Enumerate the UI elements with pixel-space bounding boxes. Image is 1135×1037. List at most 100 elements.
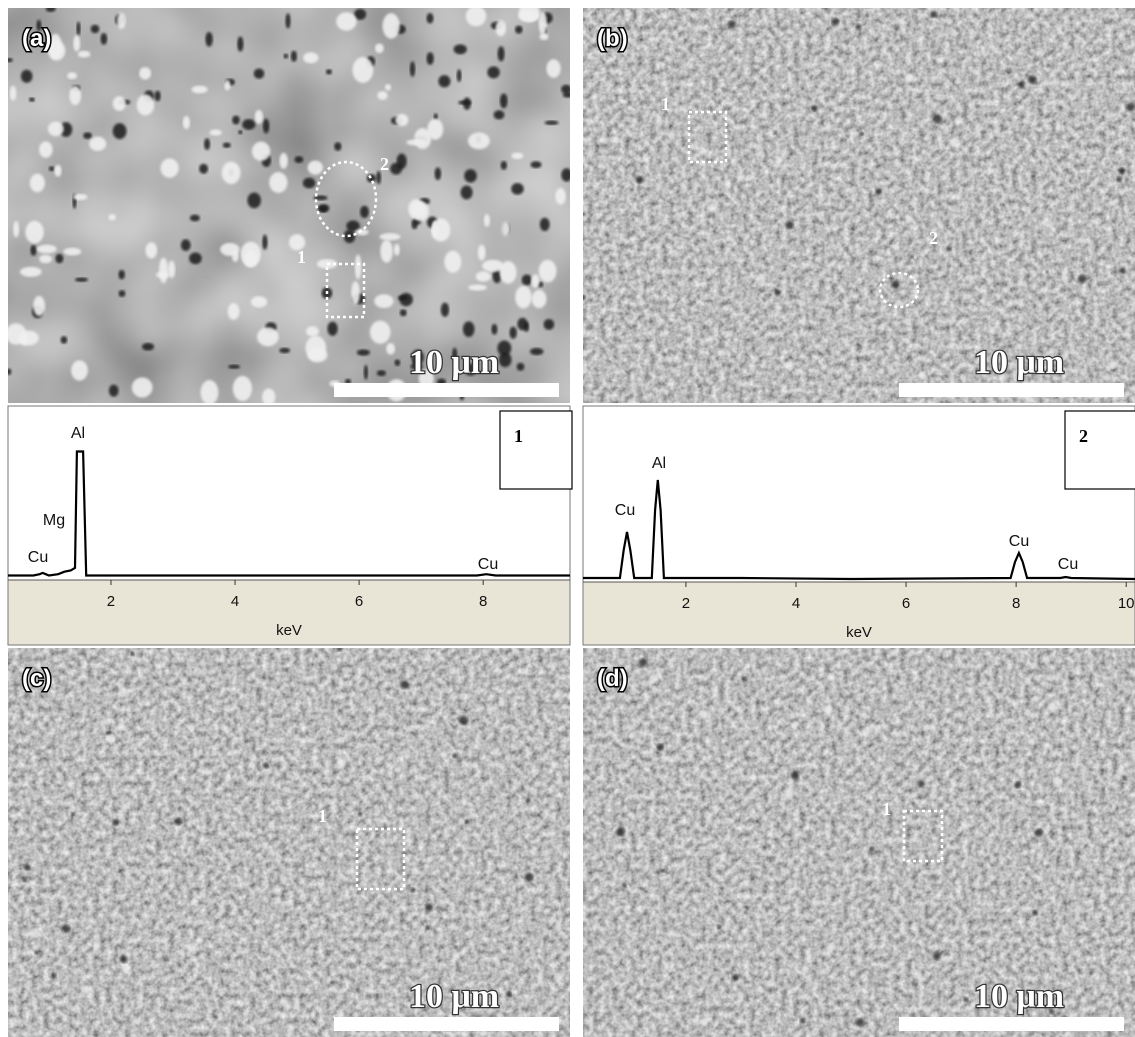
pore xyxy=(253,68,265,79)
spot xyxy=(525,798,530,803)
spot xyxy=(834,45,838,50)
spot xyxy=(930,11,937,18)
spot xyxy=(1038,889,1043,894)
spot xyxy=(611,161,616,165)
spot xyxy=(1074,911,1080,917)
peak-label: Cu xyxy=(478,556,498,573)
x-tick-label: 2 xyxy=(107,593,115,610)
pore xyxy=(285,13,291,29)
pore xyxy=(521,274,533,286)
pore xyxy=(463,363,478,376)
spot xyxy=(784,362,792,370)
spot xyxy=(895,393,899,397)
pore xyxy=(440,302,450,317)
pore xyxy=(189,252,202,265)
particle xyxy=(220,242,240,256)
pore xyxy=(36,19,42,32)
spot xyxy=(973,950,977,954)
spot xyxy=(106,734,115,743)
pore xyxy=(247,192,261,209)
particle xyxy=(501,221,511,237)
spot xyxy=(832,18,840,26)
spot xyxy=(411,887,416,893)
particle xyxy=(18,330,39,346)
spot xyxy=(1122,85,1128,91)
particle xyxy=(269,172,288,193)
spot xyxy=(188,725,195,732)
spot xyxy=(917,780,925,788)
particle xyxy=(36,244,57,254)
pore xyxy=(154,90,161,102)
spot xyxy=(616,827,625,836)
particle xyxy=(305,335,327,361)
spot xyxy=(905,215,913,224)
spot xyxy=(638,658,647,667)
spectrum-id-box xyxy=(499,410,573,490)
spot xyxy=(1078,274,1087,284)
spot xyxy=(988,43,996,51)
pore xyxy=(8,368,12,375)
spot xyxy=(891,280,900,289)
spot xyxy=(221,724,228,732)
pore xyxy=(492,268,502,284)
axis-band xyxy=(7,579,571,646)
spot xyxy=(1028,75,1037,85)
spot xyxy=(971,844,976,849)
pore xyxy=(493,110,505,120)
particle xyxy=(39,141,53,158)
pore xyxy=(456,69,462,82)
spot xyxy=(1032,696,1039,703)
particle xyxy=(546,59,561,78)
spot xyxy=(1027,920,1032,925)
pore xyxy=(118,269,125,280)
spot xyxy=(731,973,739,981)
spot xyxy=(784,789,794,799)
particle xyxy=(20,266,42,277)
particle xyxy=(374,294,394,309)
particle xyxy=(63,247,82,256)
particle xyxy=(117,12,126,29)
spot xyxy=(196,937,203,944)
sem-texture xyxy=(583,648,1135,1037)
pore xyxy=(499,93,508,109)
pore xyxy=(28,97,35,102)
spot xyxy=(1116,176,1122,183)
spot xyxy=(400,680,409,689)
spot xyxy=(477,910,485,918)
spot xyxy=(1014,781,1022,789)
x-tick-label: 6 xyxy=(902,595,910,612)
sem-image xyxy=(8,8,570,403)
pore xyxy=(409,61,416,77)
scale-bar xyxy=(899,383,1124,397)
spot xyxy=(112,819,119,826)
spot xyxy=(678,768,685,775)
pore xyxy=(75,277,88,282)
particle xyxy=(240,241,261,267)
spot xyxy=(100,723,106,729)
spot xyxy=(506,991,512,997)
pore xyxy=(327,321,338,336)
spot xyxy=(824,705,833,714)
scale-bar xyxy=(334,1017,559,1031)
spot xyxy=(498,699,505,706)
pore xyxy=(462,321,475,337)
pore xyxy=(30,244,37,256)
spot xyxy=(756,273,765,282)
pore xyxy=(411,218,418,230)
spot xyxy=(121,803,129,811)
pore xyxy=(228,364,241,369)
pore xyxy=(346,220,360,232)
spot xyxy=(695,153,700,158)
spot xyxy=(998,330,1003,335)
x-tick-label: 10 xyxy=(1118,595,1135,612)
spot xyxy=(1053,776,1062,786)
particle xyxy=(227,303,240,320)
spot xyxy=(933,952,941,961)
particle xyxy=(444,250,462,273)
particle xyxy=(112,96,126,111)
spot xyxy=(855,23,862,30)
particle xyxy=(475,271,491,282)
particle xyxy=(73,193,88,201)
particle xyxy=(499,260,517,284)
particle xyxy=(336,12,357,31)
